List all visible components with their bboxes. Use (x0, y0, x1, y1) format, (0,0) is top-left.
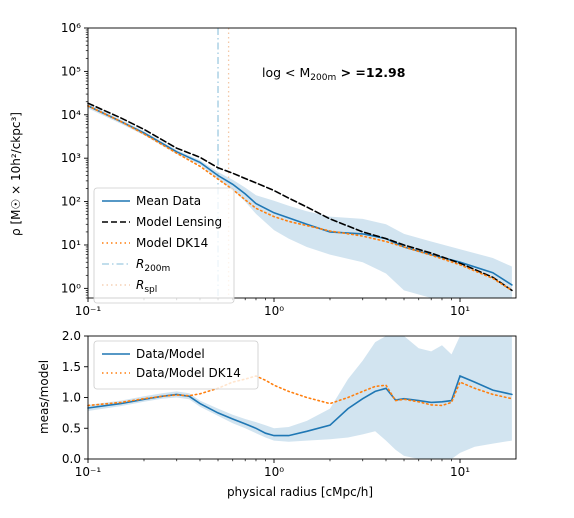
top-series-lines (87, 102, 513, 292)
bottom-scatter-band (88, 336, 512, 459)
y-tick-label: 10² (61, 195, 81, 209)
legend-label: Data/Model (136, 347, 205, 361)
mass-annotation: log < M200m > =12.98 (262, 65, 405, 83)
y-tick-label: 10⁶ (61, 21, 81, 35)
series-data-model-dk14 (87, 375, 513, 407)
y-tick-label: 1.0 (62, 391, 81, 405)
bottom-series-lines (87, 374, 513, 437)
top-legend: Mean Data Model Lensing Model DK14 R200m Rsp… (93, 187, 235, 304)
legend-label: Rspl (136, 278, 157, 295)
x-tick-label: 10⁻¹ (75, 465, 102, 479)
y-tick-label: 10⁵ (61, 64, 81, 78)
x-tick-label: 10⁰ (264, 465, 284, 479)
bottom-legend: Data/Model Data/Model DK14 (93, 340, 259, 390)
y-tick-label: 0.0 (62, 452, 81, 466)
y-tick-label: 2.0 (62, 329, 81, 343)
top-y-axis-label: ρ [M☉ × 10h²/ckpc³] (9, 112, 23, 236)
x-tick-label: 10⁰ (264, 304, 284, 318)
legend-label: Mean Data (136, 194, 201, 208)
legend-box (93, 340, 259, 390)
y-tick-label: 10¹ (61, 238, 81, 252)
x-axis-label: physical radius [cMpc/h] (227, 485, 373, 499)
scatter-band (88, 103, 512, 298)
y-tick-label: 0.5 (62, 421, 81, 435)
legend-box (93, 187, 235, 304)
top-axes: 10⁻¹ 10⁰ 10¹ 10⁰ 10¹ 10² 10³ 10⁴ 10⁵ 10⁶ (61, 21, 517, 318)
x-tick-label: 10⁻¹ (75, 304, 102, 318)
scatter-band (88, 336, 512, 459)
legend-label: Model Lensing (136, 215, 222, 229)
y-tick-label: 1.5 (62, 360, 81, 374)
legend-label: R200m (136, 257, 170, 274)
legend-label: Data/Model DK14 (136, 366, 241, 380)
y-tick-label: 10⁴ (61, 108, 81, 122)
x-tick-label: 10¹ (450, 465, 470, 479)
series-model-lensing (87, 102, 513, 292)
ratio-panel: 10⁻¹ 10⁰ 10¹ 0.0 0.5 1.0 1.5 2.0 meas/model phy… (37, 329, 517, 499)
bottom-axes: 10⁻¹ 10⁰ 10¹ 0.0 0.5 1.0 1.5 2.0 (62, 329, 517, 479)
density-profile-panel: 10⁻¹ 10⁰ 10¹ 10⁰ 10¹ 10² 10³ 10⁴ 10⁵ 10⁶ ρ [M☉ × … (9, 21, 517, 318)
legend-label: Model DK14 (136, 236, 208, 250)
bottom-y-axis-label: meas/model (37, 360, 51, 434)
x-tick-label: 10¹ (450, 304, 470, 318)
series-model-dk14 (87, 105, 513, 292)
y-tick-label: 10³ (61, 151, 81, 165)
top-scatter-band (88, 103, 512, 298)
y-tick-label: 10⁰ (61, 281, 81, 295)
axes-frame (87, 27, 517, 299)
